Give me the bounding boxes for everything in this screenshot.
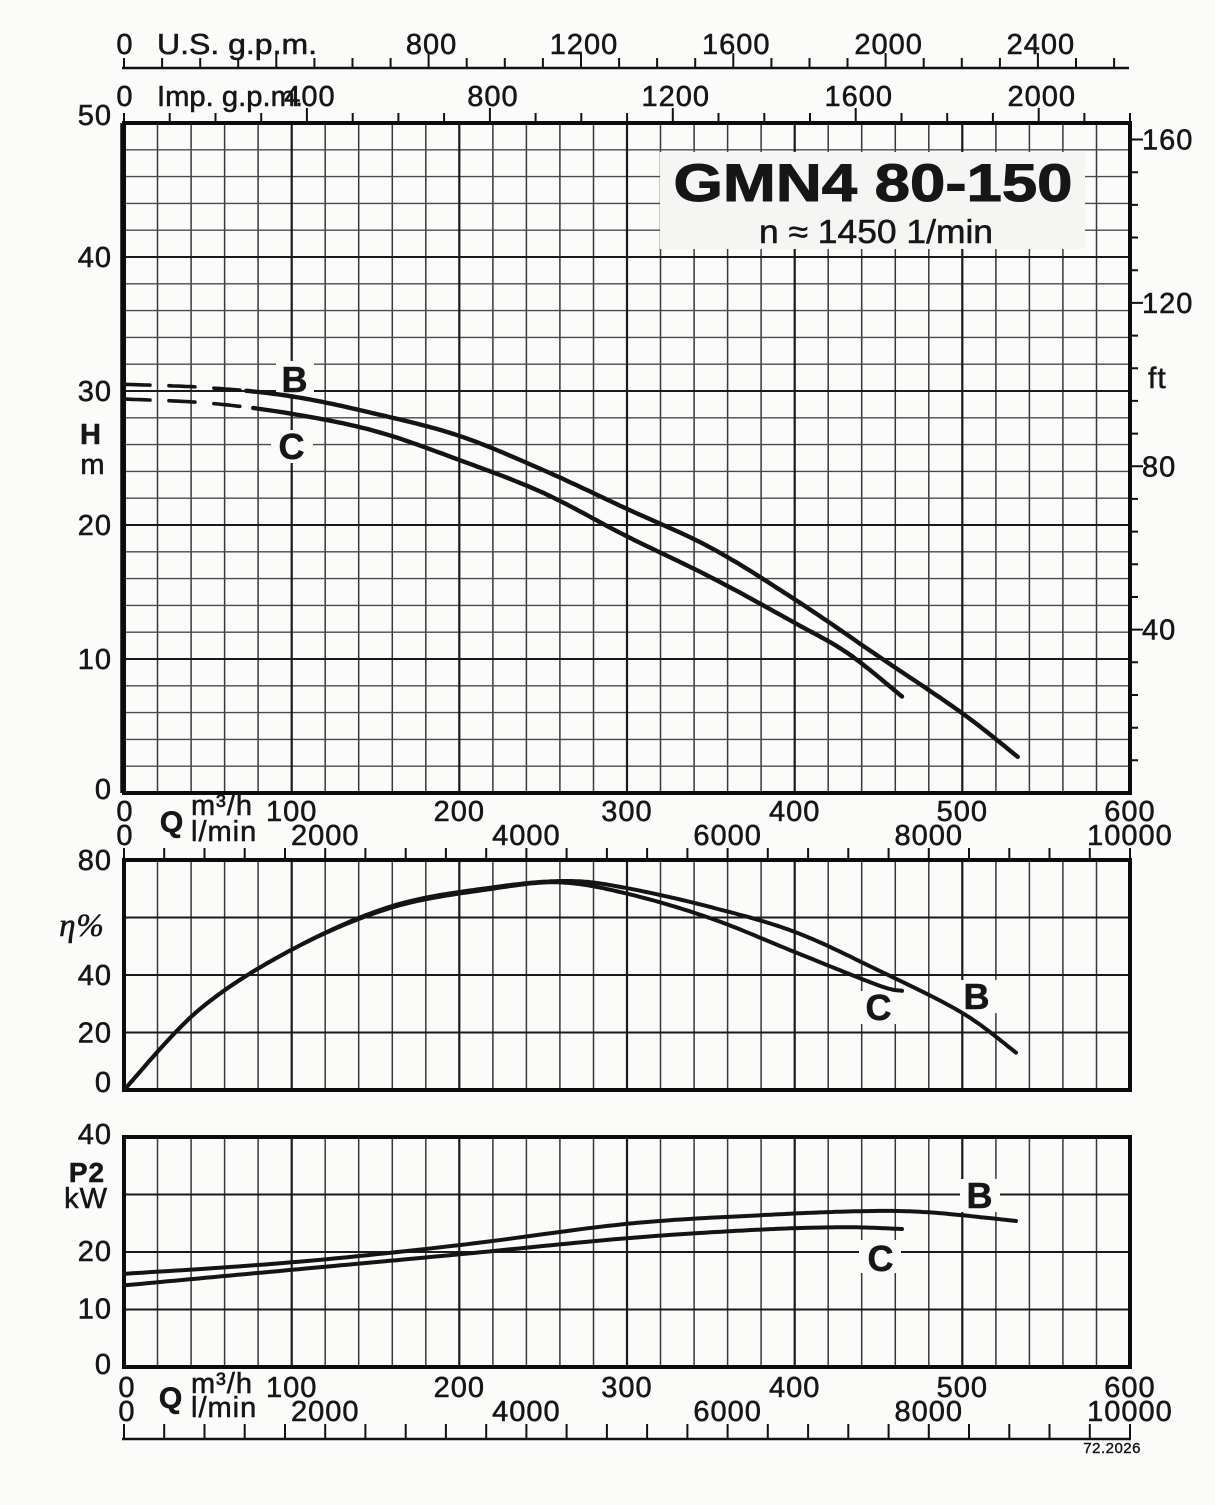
svg-text:0: 0 <box>95 1349 112 1381</box>
svg-text:C: C <box>868 1238 895 1279</box>
svg-text:2000: 2000 <box>854 29 923 61</box>
svg-text:10: 10 <box>78 644 112 676</box>
svg-text:400: 400 <box>769 796 820 828</box>
svg-text:P2: P2 <box>69 1157 105 1188</box>
svg-text:0: 0 <box>95 1067 112 1099</box>
svg-text:GMN4 80-150: GMN4 80-150 <box>674 154 1073 213</box>
svg-text:1200: 1200 <box>550 29 619 61</box>
svg-text:800: 800 <box>467 81 518 113</box>
svg-text:2000: 2000 <box>291 820 360 852</box>
svg-text:C: C <box>866 987 893 1028</box>
svg-text:10000: 10000 <box>1087 820 1173 852</box>
svg-text:U.S. g.p.m.: U.S. g.p.m. <box>157 29 317 61</box>
svg-text:6000: 6000 <box>693 820 762 852</box>
svg-text:50: 50 <box>78 100 112 132</box>
svg-text:80: 80 <box>78 845 112 877</box>
svg-text:30: 30 <box>78 376 112 408</box>
svg-text:B: B <box>967 1175 994 1216</box>
svg-text:600: 600 <box>1104 796 1155 828</box>
svg-text:200: 200 <box>434 1372 485 1404</box>
svg-text:l/min: l/min <box>191 816 257 848</box>
svg-text:20: 20 <box>78 1236 112 1268</box>
svg-text:160: 160 <box>1142 125 1193 157</box>
svg-text:300: 300 <box>601 796 652 828</box>
svg-text:ft: ft <box>1148 362 1167 395</box>
svg-text:80: 80 <box>1142 451 1176 483</box>
svg-text:0: 0 <box>118 1372 135 1404</box>
svg-text:0: 0 <box>116 796 133 828</box>
svg-text:40: 40 <box>78 1119 112 1151</box>
svg-text:B: B <box>282 359 309 400</box>
svg-text:Imp. g.p.m.: Imp. g.p.m. <box>157 81 303 113</box>
svg-text:1200: 1200 <box>642 81 711 113</box>
svg-text:20: 20 <box>78 510 112 542</box>
svg-text:72.2026: 72.2026 <box>1083 1440 1141 1457</box>
svg-text:m³/h: m³/h <box>191 790 253 822</box>
svg-text:10: 10 <box>78 1294 112 1326</box>
svg-text:0: 0 <box>116 820 133 852</box>
svg-text:600: 600 <box>1104 1372 1155 1404</box>
svg-text:0: 0 <box>116 29 133 61</box>
svg-text:B: B <box>964 976 991 1017</box>
svg-text:400: 400 <box>284 81 335 113</box>
svg-text:800: 800 <box>406 29 457 61</box>
svg-text:200: 200 <box>434 796 485 828</box>
svg-text:100: 100 <box>266 796 317 828</box>
svg-text:8000: 8000 <box>895 820 964 852</box>
svg-text:40: 40 <box>78 242 112 274</box>
svg-text:2000: 2000 <box>291 1396 360 1428</box>
svg-text:400: 400 <box>769 1372 820 1404</box>
svg-text:1600: 1600 <box>702 29 771 61</box>
svg-text:m³/h: m³/h <box>191 1368 253 1400</box>
svg-text:C: C <box>279 426 306 467</box>
svg-text:1600: 1600 <box>824 81 893 113</box>
svg-text:8000: 8000 <box>895 1396 964 1428</box>
svg-text:H: H <box>80 419 102 451</box>
svg-text:Q: Q <box>159 1382 183 1415</box>
svg-text:η%: η% <box>59 908 105 944</box>
svg-text:0: 0 <box>95 774 112 806</box>
svg-text:300: 300 <box>601 1372 652 1404</box>
svg-text:40: 40 <box>78 960 112 992</box>
svg-text:120: 120 <box>1142 288 1193 320</box>
svg-text:n ≈ 1450 1/min: n ≈ 1450 1/min <box>759 213 993 250</box>
svg-text:500: 500 <box>937 1372 988 1404</box>
svg-text:2400: 2400 <box>1007 29 1076 61</box>
svg-text:4000: 4000 <box>492 820 561 852</box>
svg-text:m: m <box>80 449 105 481</box>
svg-text:0: 0 <box>118 1396 135 1428</box>
svg-text:l/min: l/min <box>191 1392 257 1424</box>
svg-text:100: 100 <box>266 1372 317 1404</box>
svg-text:kW: kW <box>64 1183 108 1215</box>
svg-text:4000: 4000 <box>492 1396 561 1428</box>
svg-text:Q: Q <box>160 806 184 839</box>
svg-text:6000: 6000 <box>693 1396 762 1428</box>
svg-text:20: 20 <box>78 1018 112 1050</box>
svg-text:10000: 10000 <box>1087 1396 1173 1428</box>
svg-text:500: 500 <box>937 796 988 828</box>
svg-text:2000: 2000 <box>1007 81 1076 113</box>
svg-text:40: 40 <box>1142 615 1176 647</box>
svg-text:0: 0 <box>116 81 133 113</box>
